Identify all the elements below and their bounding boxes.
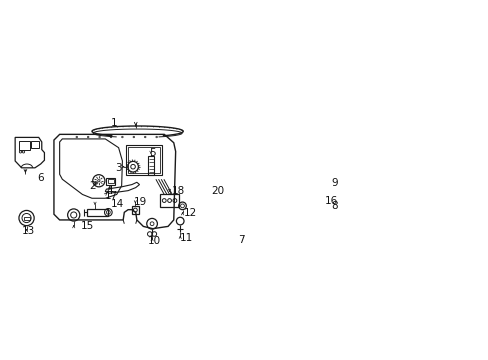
Text: 19: 19 bbox=[134, 197, 147, 207]
Bar bbox=[311, 202, 322, 209]
Text: 13: 13 bbox=[21, 226, 35, 237]
Text: 5: 5 bbox=[149, 148, 156, 158]
Bar bbox=[19, 141, 30, 149]
Bar bbox=[126, 145, 162, 175]
Text: 8: 8 bbox=[331, 201, 337, 211]
Text: 2: 2 bbox=[89, 181, 96, 191]
Text: 1: 1 bbox=[110, 118, 117, 128]
Bar bbox=[191, 195, 199, 204]
Bar bbox=[148, 156, 154, 175]
Text: 17: 17 bbox=[104, 191, 118, 201]
Bar bbox=[128, 147, 160, 173]
Text: 16: 16 bbox=[325, 196, 338, 206]
Text: 15: 15 bbox=[81, 221, 94, 231]
Bar bbox=[106, 178, 115, 185]
Bar bbox=[87, 208, 108, 216]
Bar bbox=[233, 191, 250, 201]
Text: 20: 20 bbox=[211, 186, 224, 195]
Text: 14: 14 bbox=[111, 199, 124, 208]
Bar bbox=[23, 216, 30, 220]
Bar bbox=[31, 141, 39, 148]
Bar bbox=[190, 194, 201, 205]
Text: 12: 12 bbox=[183, 208, 196, 219]
Bar bbox=[107, 179, 113, 184]
Bar bbox=[160, 194, 179, 207]
Text: 7: 7 bbox=[238, 235, 244, 245]
Bar bbox=[211, 191, 228, 201]
Text: 10: 10 bbox=[148, 236, 161, 246]
Bar bbox=[207, 188, 265, 233]
Text: 18: 18 bbox=[172, 186, 185, 195]
Bar bbox=[132, 206, 139, 214]
Text: 3: 3 bbox=[115, 163, 122, 173]
Text: 4: 4 bbox=[106, 186, 113, 195]
Text: 6: 6 bbox=[37, 173, 44, 183]
Text: 9: 9 bbox=[331, 178, 337, 188]
Text: 11: 11 bbox=[179, 233, 193, 243]
